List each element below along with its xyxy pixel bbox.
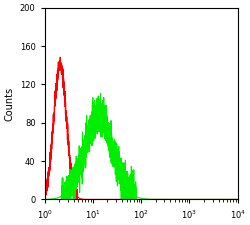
Y-axis label: Counts: Counts: [4, 86, 14, 121]
